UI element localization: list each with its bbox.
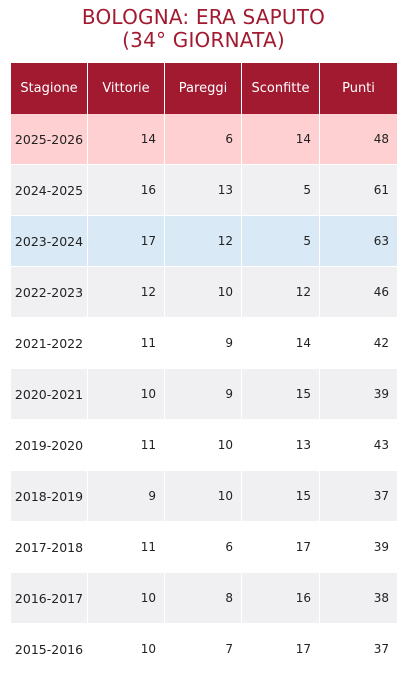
cell-punti: 61 [320, 165, 397, 216]
cell-punti: 39 [320, 369, 397, 420]
cell-pareggi: 9 [165, 318, 242, 369]
cell-punti: 43 [320, 420, 397, 471]
table-row: 2020-2021 10 9 15 39 [11, 369, 397, 420]
cell-sconfitte: 14 [242, 318, 320, 369]
cell-punti: 63 [320, 216, 397, 267]
cell-punti: 38 [320, 573, 397, 624]
cell-vittorie: 10 [88, 624, 165, 675]
cell-vittorie: 11 [88, 522, 165, 573]
table-row: 2021-2022 11 9 14 42 [11, 318, 397, 369]
header-row: Stagione Vittorie Pareggi Sconfitte Punt… [11, 63, 397, 114]
table-body: 2025-2026 14 6 14 48 2024-2025 16 13 5 61 2023-202… [11, 114, 397, 675]
cell-stagione: 2024-2025 [11, 165, 88, 216]
cell-vittorie: 9 [88, 471, 165, 522]
cell-vittorie: 16 [88, 165, 165, 216]
cell-pareggi: 10 [165, 267, 242, 318]
cell-pareggi: 9 [165, 369, 242, 420]
cell-sconfitte: 15 [242, 369, 320, 420]
cell-stagione: 2016-2017 [11, 573, 88, 624]
cell-pareggi: 6 [165, 114, 242, 165]
stats-table: Stagione Vittorie Pareggi Sconfitte Punt… [11, 63, 397, 675]
cell-punti: 39 [320, 522, 397, 573]
table-row: 2019-2020 11 10 13 43 [11, 420, 397, 471]
table-row: 2017-2018 11 6 17 39 [11, 522, 397, 573]
cell-stagione: 2020-2021 [11, 369, 88, 420]
cell-pareggi: 7 [165, 624, 242, 675]
cell-punti: 46 [320, 267, 397, 318]
cell-vittorie: 11 [88, 420, 165, 471]
chart-title: BOLOGNA: ERA SAPUTO (34° GIORNATA) [0, 6, 407, 52]
table-row: 2016-2017 10 8 16 38 [11, 573, 397, 624]
cell-sconfitte: 5 [242, 216, 320, 267]
cell-pareggi: 10 [165, 471, 242, 522]
cell-stagione: 2019-2020 [11, 420, 88, 471]
cell-stagione: 2025-2026 [11, 114, 88, 165]
cell-vittorie: 14 [88, 114, 165, 165]
header-punti: Punti [320, 63, 397, 114]
cell-sconfitte: 17 [242, 624, 320, 675]
header-pareggi: Pareggi [165, 63, 242, 114]
cell-sconfitte: 13 [242, 420, 320, 471]
cell-sconfitte: 14 [242, 114, 320, 165]
cell-punti: 37 [320, 624, 397, 675]
cell-vittorie: 12 [88, 267, 165, 318]
cell-punti: 37 [320, 471, 397, 522]
cell-vittorie: 10 [88, 369, 165, 420]
cell-sconfitte: 16 [242, 573, 320, 624]
cell-stagione: 2021-2022 [11, 318, 88, 369]
cell-stagione: 2023-2024 [11, 216, 88, 267]
chart-title-line1: BOLOGNA: ERA SAPUTO [81, 5, 326, 29]
cell-stagione: 2017-2018 [11, 522, 88, 573]
cell-pareggi: 13 [165, 165, 242, 216]
cell-pareggi: 8 [165, 573, 242, 624]
table-row: 2018-2019 9 10 15 37 [11, 471, 397, 522]
header-stagione: Stagione [11, 63, 88, 114]
cell-stagione: 2015-2016 [11, 624, 88, 675]
cell-sconfitte: 15 [242, 471, 320, 522]
cell-punti: 48 [320, 114, 397, 165]
table-row: 2024-2025 16 13 5 61 [11, 165, 397, 216]
cell-vittorie: 11 [88, 318, 165, 369]
cell-sconfitte: 5 [242, 165, 320, 216]
header-vittorie: Vittorie [88, 63, 165, 114]
table-row: 2022-2023 12 10 12 46 [11, 267, 397, 318]
table-row: 2015-2016 10 7 17 37 [11, 624, 397, 675]
cell-pareggi: 12 [165, 216, 242, 267]
header-sconfitte: Sconfitte [242, 63, 320, 114]
cell-pareggi: 6 [165, 522, 242, 573]
cell-punti: 42 [320, 318, 397, 369]
cell-stagione: 2018-2019 [11, 471, 88, 522]
chart-title-line2: (34° GIORNATA) [122, 28, 285, 52]
table-row: 2025-2026 14 6 14 48 [11, 114, 397, 165]
cell-stagione: 2022-2023 [11, 267, 88, 318]
cell-vittorie: 17 [88, 216, 165, 267]
cell-sconfitte: 12 [242, 267, 320, 318]
cell-pareggi: 10 [165, 420, 242, 471]
cell-vittorie: 10 [88, 573, 165, 624]
cell-sconfitte: 17 [242, 522, 320, 573]
table-row: 2023-2024 17 12 5 63 [11, 216, 397, 267]
